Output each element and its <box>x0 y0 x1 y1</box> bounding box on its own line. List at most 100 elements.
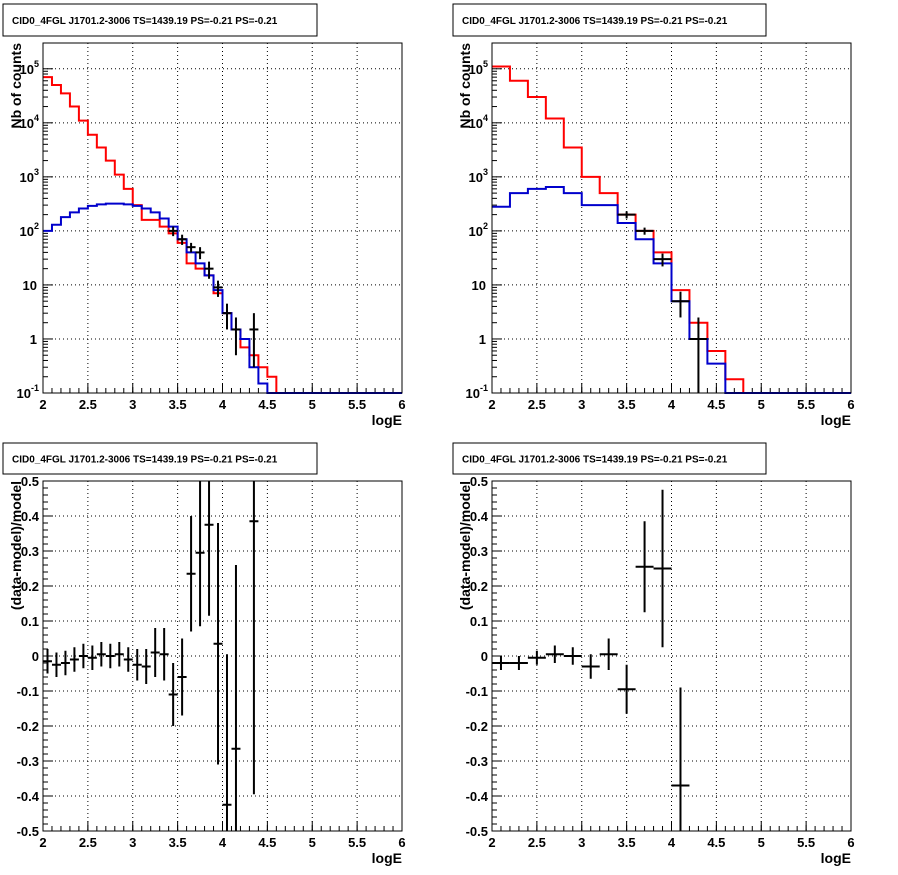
data-point <box>78 643 88 669</box>
x-tick-label: 2 <box>39 397 46 412</box>
data-point <box>222 303 232 330</box>
x-tick-label: 6 <box>398 835 405 850</box>
data-point <box>635 227 654 235</box>
histogram-series-1 <box>492 185 851 394</box>
data-point <box>249 481 259 795</box>
y-tick-label: -0.3 <box>466 754 488 769</box>
data-point <box>123 647 133 672</box>
x-tick-label: 2 <box>488 397 495 412</box>
data-point <box>177 234 187 245</box>
x-tick-label: 5.5 <box>797 835 815 850</box>
data-point <box>168 663 178 726</box>
y-tick-label: 0.1 <box>21 614 39 629</box>
x-tick-label: 3.5 <box>618 835 636 850</box>
x-tick-label: 4 <box>668 397 676 412</box>
y-tick-label: 105 <box>20 59 39 77</box>
x-tick-label: 2.5 <box>79 835 97 850</box>
y-tick-label: 0.4 <box>470 509 489 524</box>
data-point <box>87 645 97 670</box>
y-tick-label: 0.3 <box>470 544 488 559</box>
x-tick-label: 3.5 <box>169 835 187 850</box>
data-point <box>581 654 600 679</box>
x-tick-label: 4.5 <box>707 397 725 412</box>
data-point <box>617 664 636 714</box>
y-tick-label: 10-1 <box>466 383 488 401</box>
chart-title: CID0_4FGL J1701.2-3006 TS=1439.19 PS=-0.… <box>462 455 728 466</box>
plot-frame <box>491 480 852 832</box>
data-point <box>69 647 79 672</box>
y-tick-label: 1 <box>30 332 37 347</box>
data-point <box>671 687 690 831</box>
x-axis-title: logE <box>821 412 851 428</box>
y-tick-label: 0 <box>32 649 39 664</box>
x-tick-label: 3 <box>578 397 585 412</box>
data-point <box>545 645 564 663</box>
x-tick-label: 2 <box>488 835 495 850</box>
y-tick-label: -0.1 <box>17 684 39 699</box>
x-tick-label: 6 <box>847 397 854 412</box>
chart-title-box <box>2 3 318 37</box>
chart-title: CID0_4FGL J1701.2-3006 TS=1439.19 PS=-0.… <box>12 455 278 466</box>
data-point <box>689 317 708 393</box>
y-tick-label: -0.2 <box>466 719 488 734</box>
data-point <box>204 481 214 616</box>
x-tick-label: 3 <box>578 835 585 850</box>
data-point <box>150 628 160 677</box>
data-point <box>653 253 672 267</box>
x-tick-label: 4 <box>668 835 676 850</box>
y-tick-label: 104 <box>469 113 488 131</box>
x-tick-label: 4 <box>219 835 227 850</box>
data-point <box>653 489 672 648</box>
y-axis-title: (data-model)/model <box>457 481 473 610</box>
x-tick-label: 2.5 <box>528 835 546 850</box>
chart-title-box <box>452 3 767 37</box>
data-point <box>231 317 241 356</box>
y-tick-label: 103 <box>20 167 39 185</box>
y-axis-title: Nb of counts <box>457 43 473 129</box>
data-point <box>195 247 205 260</box>
data-point <box>231 565 241 831</box>
plot-frame <box>42 480 403 832</box>
chart-title: CID0_4FGL J1701.2-3006 TS=1439.19 PS=-0.… <box>12 16 278 27</box>
chart-title-box <box>452 442 767 475</box>
x-tick-label: 4.5 <box>258 835 276 850</box>
x-tick-label: 2.5 <box>79 397 97 412</box>
y-tick-label: 10-1 <box>17 383 39 401</box>
x-tick-label: 5.5 <box>797 397 815 412</box>
x-tick-label: 3.5 <box>618 397 636 412</box>
x-tick-label: 4.5 <box>707 835 725 850</box>
data-point <box>105 643 115 669</box>
data-point <box>635 521 654 613</box>
data-point <box>527 650 546 665</box>
y-tick-label: -0.1 <box>466 684 488 699</box>
y-tick-label: 0.5 <box>21 474 39 489</box>
data-point <box>213 523 223 765</box>
data-point <box>599 638 618 670</box>
plot-frame <box>42 42 403 394</box>
y-tick-label: -0.4 <box>466 789 489 804</box>
y-tick-label: 10 <box>23 278 37 293</box>
data-point <box>195 481 205 627</box>
x-tick-label: 5 <box>309 835 316 850</box>
y-tick-label: -0.4 <box>17 789 40 804</box>
x-tick-label: 6 <box>398 397 405 412</box>
x-tick-label: 3.5 <box>169 397 187 412</box>
data-point <box>159 628 169 681</box>
data-point <box>132 649 142 681</box>
y-axis-title: Nb of counts <box>8 43 24 129</box>
y-tick-label: -0.3 <box>17 754 39 769</box>
y-tick-label: 0.2 <box>470 579 488 594</box>
data-point <box>43 649 52 674</box>
data-point <box>114 642 124 667</box>
y-tick-label: -0.5 <box>17 824 39 839</box>
plot-frame <box>491 42 852 394</box>
x-tick-label: 5.5 <box>348 397 366 412</box>
chart-panel-bottom-right: CID0_4FGL J1701.2-3006 TS=1439.19 PS=-0.… <box>452 442 855 866</box>
y-tick-label: 104 <box>20 113 39 131</box>
y-tick-label: 0.2 <box>21 579 39 594</box>
data-point <box>204 261 214 279</box>
x-tick-label: 4.5 <box>258 397 276 412</box>
y-axis-title: (data-model)/model <box>8 481 24 610</box>
x-tick-label: 5.5 <box>348 835 366 850</box>
x-tick-label: 5 <box>758 835 765 850</box>
